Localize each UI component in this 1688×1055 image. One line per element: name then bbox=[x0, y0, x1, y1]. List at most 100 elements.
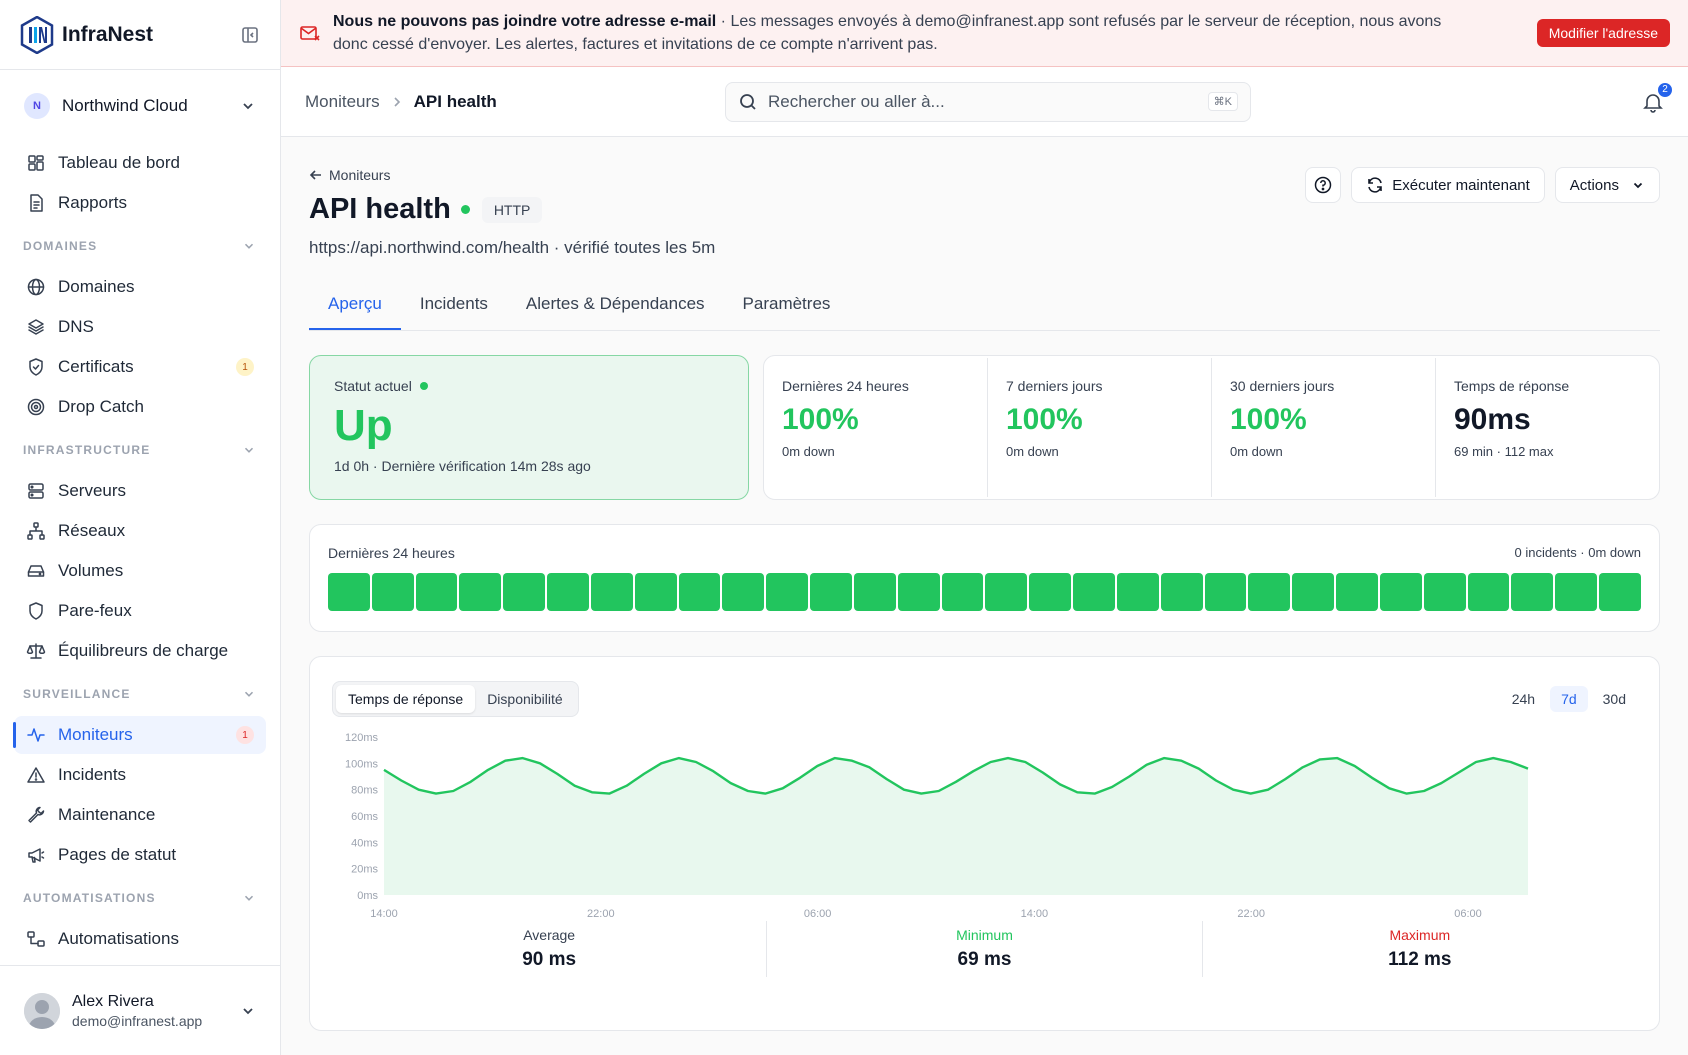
target-icon bbox=[27, 398, 45, 416]
org-avatar: N bbox=[24, 93, 50, 119]
uptime-bar[interactable] bbox=[1204, 573, 1247, 611]
section-surveillance[interactable]: SURVEILLANCE bbox=[14, 674, 266, 714]
sidebar-item-pare-feux[interactable]: Pare-feux bbox=[14, 592, 266, 630]
section-domaines[interactable]: DOMAINES bbox=[14, 226, 266, 266]
sidebar-item-label: Réseaux bbox=[58, 521, 126, 540]
series-area bbox=[384, 758, 1528, 895]
uptime-bar[interactable] bbox=[985, 573, 1028, 611]
uptime-bar[interactable] bbox=[1116, 573, 1159, 611]
tab-3[interactable]: Paramètres bbox=[742, 294, 831, 313]
uptime-bar[interactable] bbox=[810, 573, 852, 611]
uptime-bar[interactable] bbox=[1467, 573, 1510, 611]
metric-card: Temps de réponse 90ms 69 min · 112 max bbox=[1436, 358, 1659, 497]
uptime-bar[interactable] bbox=[328, 573, 370, 611]
tab-2[interactable]: Alertes & Dépendances bbox=[525, 294, 705, 313]
org-name: Northwind Cloud bbox=[62, 96, 188, 115]
metric-card: 7 derniers jours 100% 0m down bbox=[988, 358, 1212, 497]
sidebar-item-volumes[interactable]: Volumes bbox=[14, 552, 266, 590]
sidebar: InfraNest N Northwind Cloud Tableau de b… bbox=[0, 0, 281, 1055]
sidebar-item-label: Moniteurs bbox=[58, 725, 133, 744]
user-email: demo@infranest.app bbox=[72, 1012, 203, 1029]
uptime-bar[interactable] bbox=[897, 573, 940, 611]
sidebar-item-tableau-de-bord[interactable]: Tableau de bord bbox=[14, 144, 266, 182]
sidebar-item-pages-de-statut[interactable]: Pages de statut bbox=[14, 836, 266, 874]
sidebar-item-certificats[interactable]: Certificats 1 bbox=[14, 348, 266, 386]
notifications-button[interactable]: 2 bbox=[1642, 80, 1674, 113]
metric-sub: 0m down bbox=[1006, 444, 1059, 459]
user-name: Alex Rivera bbox=[72, 992, 154, 1010]
uptime-bar[interactable] bbox=[547, 573, 589, 611]
uptime-bar[interactable] bbox=[1336, 573, 1378, 611]
section-label: AUTOMATISATIONS bbox=[23, 891, 156, 905]
uptime-bar[interactable] bbox=[1555, 573, 1598, 611]
uptime-bar[interactable] bbox=[1599, 573, 1641, 611]
org-switcher[interactable]: N Northwind Cloud bbox=[0, 70, 280, 142]
sidebar-item-equilibreurs-de-charge[interactable]: Équilibreurs de charge bbox=[14, 632, 266, 670]
uptime-bar[interactable] bbox=[415, 573, 458, 611]
range-7d[interactable]: 7d bbox=[1550, 686, 1588, 712]
sidebar-item-reseaux[interactable]: Réseaux bbox=[14, 512, 266, 550]
section-automatisations[interactable]: AUTOMATISATIONS bbox=[14, 878, 266, 918]
search-placeholder: Rechercher ou aller à... bbox=[768, 91, 945, 111]
user-menu[interactable]: Alex Rivera demo@infranest.app bbox=[0, 965, 280, 1055]
uptime-bar[interactable] bbox=[722, 573, 765, 611]
uptime-bar[interactable] bbox=[1160, 573, 1203, 611]
layers-icon bbox=[28, 319, 44, 335]
tab-1[interactable]: Incidents bbox=[419, 294, 488, 313]
uptime-bar[interactable] bbox=[678, 573, 721, 611]
breadcrumb-parent[interactable]: Moniteurs bbox=[305, 91, 380, 111]
tab-0[interactable]: Aperçu bbox=[309, 294, 401, 330]
sidebar-collapse-icon[interactable] bbox=[240, 25, 260, 45]
uptime-bar[interactable] bbox=[1292, 573, 1335, 611]
response-time-card: Temps de réponse Disponibilité 24h 7d 30d 0… bbox=[309, 656, 1660, 1031]
y-tick-label: 40ms bbox=[351, 837, 378, 849]
back-link[interactable]: Moniteurs bbox=[309, 167, 715, 183]
sidebar-item-ips-dynamiques[interactable]: IPs dynamiques bbox=[14, 960, 266, 965]
uptime-bar[interactable] bbox=[1248, 573, 1291, 611]
sidebar-item-serveurs[interactable]: Serveurs bbox=[14, 472, 266, 510]
sidebar-item-maintenance[interactable]: Maintenance bbox=[14, 796, 266, 834]
metric-value: 100% bbox=[1006, 403, 1083, 436]
uptime-bar[interactable] bbox=[1073, 573, 1115, 611]
metric-value: 100% bbox=[1230, 403, 1307, 436]
sidebar-item-rapports[interactable]: Rapports bbox=[14, 184, 266, 222]
sidebar-item-label: Pare-feux bbox=[58, 601, 132, 620]
sidebar-item-domaines[interactable]: Domaines bbox=[14, 268, 266, 306]
actions-dropdown[interactable]: Actions bbox=[1554, 167, 1660, 203]
search-input[interactable]: Rechercher ou aller à... ⌘K bbox=[725, 81, 1251, 122]
metric-sub: 69 min · 112 max bbox=[1454, 444, 1554, 459]
summary-value: 90 ms bbox=[522, 949, 577, 970]
sidebar-item-incidents[interactable]: Incidents bbox=[14, 756, 266, 794]
sidebar-item-moniteurs[interactable]: Moniteurs 1 bbox=[13, 716, 266, 754]
section-infrastructure[interactable]: INFRASTRUCTURE bbox=[14, 430, 266, 470]
availability-toggle[interactable]: Disponibilité bbox=[487, 691, 563, 707]
change-address-button[interactable]: Modifier l'adresse bbox=[1536, 19, 1670, 47]
response-time-toggle[interactable]: Temps de réponse bbox=[336, 685, 476, 713]
y-tick-label: 80ms bbox=[351, 785, 378, 797]
uptime-bar[interactable] bbox=[634, 573, 677, 611]
uptime-bar[interactable] bbox=[1511, 573, 1554, 611]
help-button[interactable] bbox=[1305, 167, 1342, 203]
uptime-metrics: Dernières 24 heures 100% 0m down 7 derniers… bbox=[763, 355, 1660, 500]
breadcrumb: Moniteurs API health bbox=[305, 92, 725, 112]
uptime-bar[interactable] bbox=[853, 573, 896, 611]
uptime-bar[interactable] bbox=[766, 573, 809, 611]
range-30d[interactable]: 30d bbox=[1602, 691, 1626, 707]
status-detail: 1d 0h · Dernière vérification 14m 28s ag… bbox=[334, 458, 591, 474]
uptime-bar[interactable] bbox=[1379, 573, 1422, 611]
range-24h[interactable]: 24h bbox=[1511, 691, 1536, 707]
uptime-bar[interactable] bbox=[1423, 573, 1466, 611]
sidebar-item-automatisations[interactable]: Automatisations bbox=[14, 920, 266, 958]
uptime-bar[interactable] bbox=[371, 573, 414, 611]
uptime-bar[interactable] bbox=[459, 573, 502, 611]
status-label: Statut actuel bbox=[334, 378, 412, 394]
run-now-button[interactable]: Exécuter maintenant bbox=[1351, 167, 1545, 203]
uptime-bar[interactable] bbox=[1029, 573, 1072, 611]
uptime-bar[interactable] bbox=[590, 573, 633, 611]
sidebar-item-dns[interactable]: DNS bbox=[14, 308, 266, 346]
x-tick-label: 14:00 bbox=[1021, 908, 1049, 920]
uptime-bar[interactable] bbox=[941, 573, 984, 611]
summary-label: Minimum bbox=[956, 927, 1013, 943]
uptime-bar[interactable] bbox=[503, 573, 546, 611]
sidebar-item-drop-catch[interactable]: Drop Catch bbox=[14, 388, 266, 426]
